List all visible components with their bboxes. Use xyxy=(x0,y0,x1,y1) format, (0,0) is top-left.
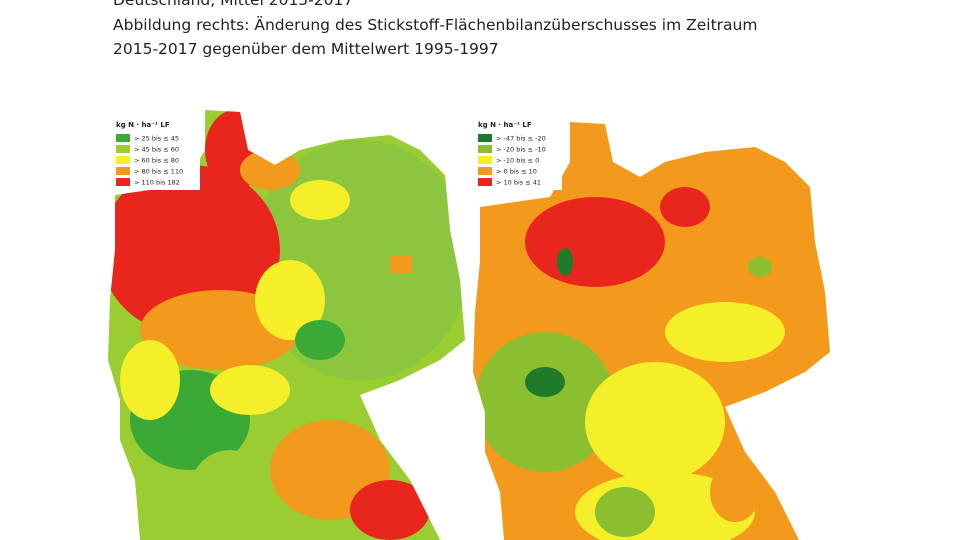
region xyxy=(390,255,412,273)
legend-label: > 25 bis ≤ 45 xyxy=(134,135,179,143)
header-line: Abbildung rechts: Änderung des Stickstof… xyxy=(113,16,758,34)
legend-swatch xyxy=(116,134,130,142)
header-line: Deutschland, Mittel 2015-2017 xyxy=(113,0,354,9)
legend-label: > 10 bis ≤ 41 xyxy=(496,179,541,187)
legend-swatch xyxy=(478,178,492,186)
region xyxy=(240,150,300,190)
legend: kg N · ha⁻¹ LF > 25 bis ≤ 45 > 45 bis ≤ 60… xyxy=(112,118,200,190)
legend-label: > 80 bis ≤ 110 xyxy=(134,168,183,176)
region xyxy=(255,260,325,340)
region xyxy=(660,187,710,227)
legend-label: > 60 bis ≤ 80 xyxy=(134,157,179,165)
region xyxy=(585,362,725,482)
legend-label: > 110 bis 182 xyxy=(134,179,180,187)
region xyxy=(475,332,615,472)
region xyxy=(525,197,665,287)
legend-swatch xyxy=(116,167,130,175)
region xyxy=(290,180,350,220)
legend-label: > 45 bis ≤ 60 xyxy=(134,146,179,154)
region xyxy=(665,302,785,362)
region xyxy=(350,480,430,540)
legend-label: > -20 bis ≤ -10 xyxy=(496,146,546,154)
region xyxy=(557,248,573,276)
legend-label: > -47 bis ≤ -20 xyxy=(496,135,546,143)
legend: kg N · ha⁻¹ LF > -47 bis ≤ -20 > -20 bis ≤… xyxy=(474,118,562,190)
map-left xyxy=(108,110,465,540)
legend-swatch xyxy=(116,145,130,153)
legend-swatch xyxy=(478,156,492,164)
legend-swatch xyxy=(116,178,130,186)
legend-title: kg N · ha⁻¹ LF xyxy=(116,121,170,129)
legend-swatch xyxy=(478,134,492,142)
header-line: 2015-2017 gegenüber dem Mittelwert 1995-… xyxy=(113,40,499,58)
region xyxy=(190,450,270,530)
legend-swatch xyxy=(116,156,130,164)
region xyxy=(525,367,565,397)
legend-label: > -10 bis ≤ 0 xyxy=(496,157,539,165)
region xyxy=(120,340,180,420)
legend-title: kg N · ha⁻¹ LF xyxy=(478,121,532,129)
legend-label: > 0 bis ≤ 10 xyxy=(496,168,537,176)
region xyxy=(210,365,290,415)
map-right xyxy=(473,122,830,540)
legend-swatch xyxy=(478,167,492,175)
region xyxy=(595,487,655,537)
region xyxy=(710,462,760,522)
legend-swatch xyxy=(478,145,492,153)
region xyxy=(748,257,772,277)
region xyxy=(295,320,345,360)
